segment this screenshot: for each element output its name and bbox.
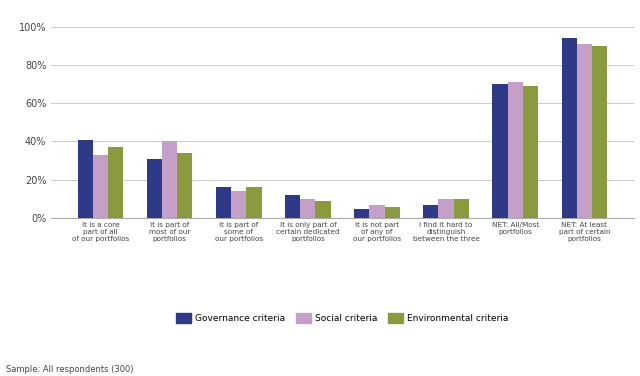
Bar bbox=[508, 82, 523, 218]
Bar bbox=[523, 86, 538, 218]
Bar bbox=[108, 147, 124, 218]
Bar bbox=[354, 209, 369, 218]
Bar bbox=[385, 206, 400, 218]
Bar bbox=[216, 188, 231, 218]
Bar bbox=[162, 141, 177, 218]
Bar bbox=[147, 159, 162, 218]
Bar bbox=[438, 199, 454, 218]
Bar bbox=[77, 139, 93, 218]
Bar bbox=[561, 38, 577, 218]
Bar bbox=[369, 205, 385, 218]
Legend: Governance criteria, Social criteria, Environmental criteria: Governance criteria, Social criteria, En… bbox=[173, 309, 512, 327]
Bar bbox=[300, 199, 316, 218]
Bar bbox=[592, 46, 607, 218]
Text: Sample: All respondents (300): Sample: All respondents (300) bbox=[6, 365, 134, 374]
Bar bbox=[93, 155, 108, 218]
Bar bbox=[316, 201, 331, 218]
Bar bbox=[246, 188, 262, 218]
Bar bbox=[492, 84, 508, 218]
Bar bbox=[285, 195, 300, 218]
Bar bbox=[423, 205, 438, 218]
Bar bbox=[454, 199, 469, 218]
Bar bbox=[231, 191, 246, 218]
Bar bbox=[177, 153, 193, 218]
Bar bbox=[577, 44, 592, 218]
